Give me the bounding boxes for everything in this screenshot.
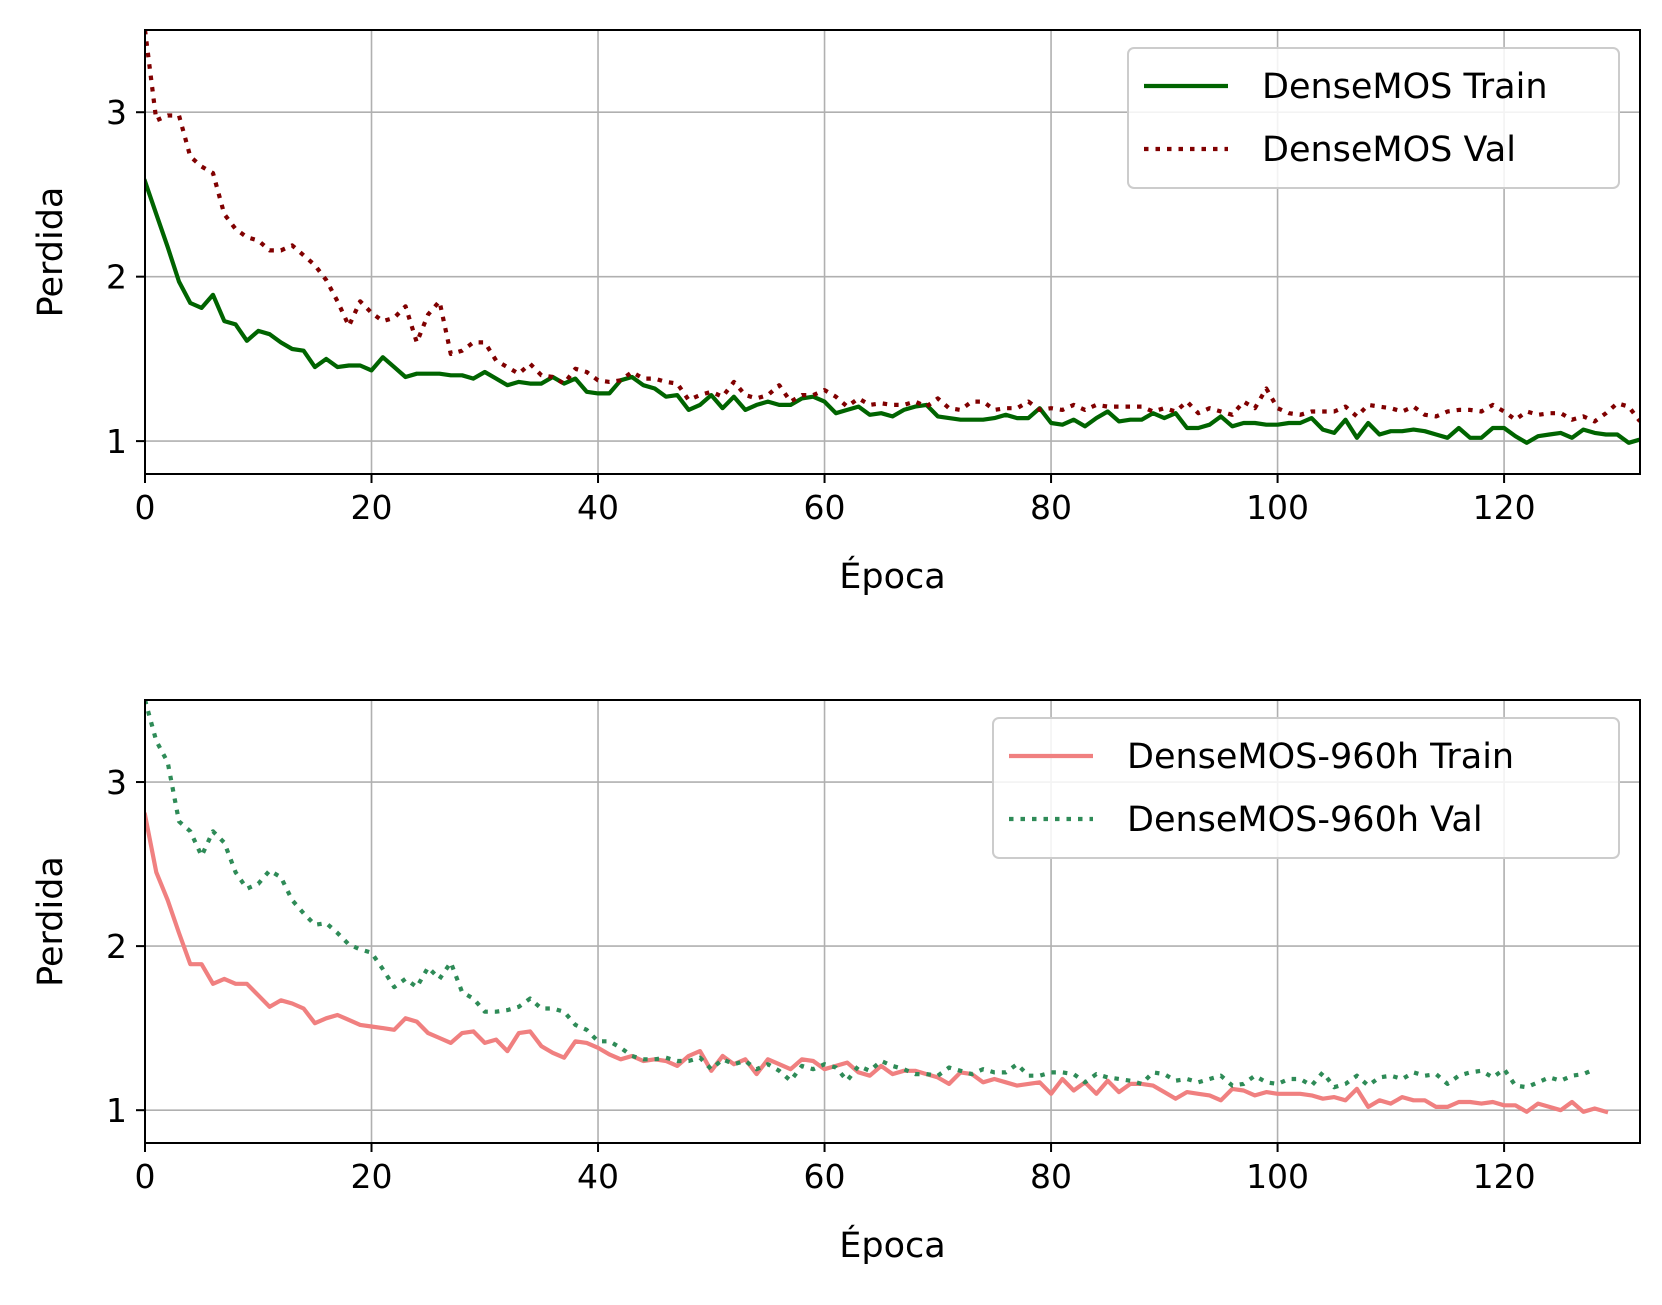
x-axis-label: Época [839,555,945,597]
x-tick-label: 80 [1030,1157,1072,1196]
legend-box [992,717,1620,859]
chart-panel-2: 0 20 40 60 80 100 120 1 2 3 Época Perdida DenseMOS-9… [31,699,1641,1266]
series-line-1 [145,812,1609,1115]
x-tick-label: 120 [1473,488,1536,527]
legend: DenseMOS-960h Train DenseMOS-960h Val [992,717,1620,859]
y-tick-label: 1 [106,1091,127,1130]
legend-label-2: DenseMOS Val [1262,130,1516,170]
x-tick-label: 40 [577,1157,619,1196]
legend-label-1: DenseMOS-960h Train [1127,737,1514,777]
y-tick-label: 2 [106,927,127,966]
y-tick-label: 3 [106,763,127,802]
y-axis-label: Perdida [31,187,71,318]
plot-frame [144,29,1641,475]
legend-label-1: DenseMOS Train [1262,67,1548,107]
legend: DenseMOS Train DenseMOS Val [1127,47,1620,189]
chart-panel-1: 0 20 40 60 80 100 120 1 2 3 Época Perdida DenseMOS T… [31,29,1641,597]
x-tick-label: 60 [804,488,846,527]
y-tick-label: 3 [106,93,127,132]
series-group [145,30,1640,445]
x-tick-label: 120 [1473,1157,1536,1196]
x-tick-label: 100 [1246,488,1309,527]
x-tick-label: 40 [577,488,619,527]
series-group [145,700,1609,1115]
y-tick-label: 1 [106,422,127,461]
x-tick-label: 100 [1246,1157,1309,1196]
y-tick-label: 2 [106,258,127,297]
y-axis-label: Perdida [31,856,71,987]
x-tick-label: 80 [1030,488,1072,527]
x-tick-label: 0 [135,1157,156,1196]
x-tick-label: 60 [804,1157,846,1196]
legend-label-2: DenseMOS-960h Val [1127,800,1483,840]
x-axis-label: Época [839,1224,945,1266]
x-tick-label: 20 [351,1157,393,1196]
x-tick-label: 0 [135,488,156,527]
plot-frame [144,699,1641,1144]
legend-box [1127,47,1620,189]
x-tick-label: 20 [351,488,393,527]
series-line-1 [145,178,1640,445]
